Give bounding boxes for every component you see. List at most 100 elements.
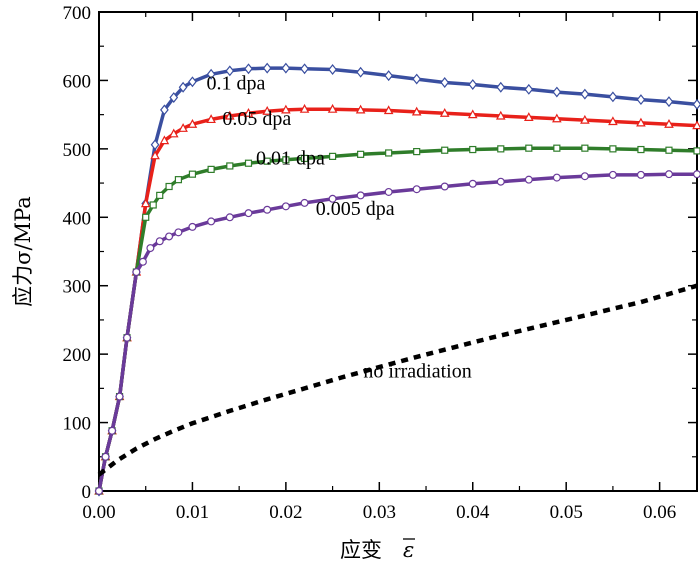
data-point-0-05-dpa <box>168 128 179 138</box>
data-point-0-01-dpa <box>149 201 157 209</box>
data-point-0-01-dpa <box>226 162 234 170</box>
series-0-01-dpa <box>95 144 700 495</box>
series-0-005-dpa <box>94 170 700 496</box>
y-tick-label: 600 <box>63 71 92 92</box>
data-point-0-005-dpa <box>101 452 110 461</box>
series-label-0-05-dpa: 0.05 dpa <box>222 108 291 130</box>
data-point-0-005-dpa <box>94 487 103 496</box>
data-point-0-01-dpa <box>263 157 271 165</box>
data-point-0-005-dpa <box>207 217 216 226</box>
data-point-0-05-dpa <box>664 118 674 128</box>
data-point-0-1-dpa <box>552 86 562 98</box>
series-line-0-1-dpa <box>97 66 698 492</box>
data-point-0-01-dpa <box>165 182 173 191</box>
data-point-0-01-dpa <box>282 156 290 164</box>
data-point-0-01-dpa <box>174 176 183 184</box>
data-point-0-05-dpa <box>495 110 506 120</box>
data-point-0-1-dpa <box>188 76 197 88</box>
data-point-0-01-dpa <box>609 145 617 153</box>
data-point-0-01-dpa <box>441 146 449 154</box>
data-point-0-005-dpa <box>440 182 449 191</box>
data-point-0-01-dpa <box>300 154 309 163</box>
y-tick-label: 400 <box>63 208 92 229</box>
data-point-0-05-dpa <box>524 112 534 121</box>
x-tick-label: 0.04 <box>456 502 490 523</box>
data-point-0-05-dpa <box>187 118 198 128</box>
data-point-0-01-dpa <box>525 144 533 152</box>
data-point-0-05-dpa <box>299 103 310 113</box>
data-point-0-1-dpa <box>692 98 700 110</box>
data-point-0-01-dpa <box>581 144 589 152</box>
data-point-0-1-dpa <box>178 81 188 93</box>
x-axis-title: 应变 ε <box>340 538 415 562</box>
series-label-no-irradiation: no irradiation <box>363 360 471 382</box>
data-point-0-01-dpa <box>357 150 365 158</box>
data-point-0-005-dpa <box>115 392 124 401</box>
series-no-irradiation <box>97 283 698 477</box>
data-point-0-01-dpa <box>497 145 505 153</box>
data-point-0-01-dpa <box>665 146 673 154</box>
data-point-0-01-dpa <box>693 147 700 155</box>
x-axis-title-symbol: ε <box>403 538 414 562</box>
data-point-0-005-dpa <box>138 257 147 266</box>
data-point-0-1-dpa <box>281 62 291 74</box>
series-labels: 0.1 dpa 0.05 dpa 0.01 dpa 0.005 dpa no irrad… <box>206 72 471 382</box>
data-point-0-1-dpa <box>206 68 216 80</box>
x-tick-label: 0.06 <box>643 502 676 523</box>
data-point-0-05-dpa <box>327 103 338 113</box>
series-layer <box>94 62 700 497</box>
x-tick-label: 0.00 <box>82 502 115 523</box>
data-point-0-005-dpa <box>188 222 197 231</box>
data-point-0-05-dpa <box>140 198 151 208</box>
data-point-0-005-dpa <box>263 205 272 214</box>
data-point-0-1-dpa <box>524 83 534 95</box>
data-point-0-005-dpa <box>328 194 337 203</box>
x-tick-label: 0.02 <box>269 502 302 523</box>
data-point-0-005-dpa <box>608 170 617 179</box>
y-tick-label: 200 <box>63 345 92 366</box>
data-point-0-005-dpa <box>384 187 393 196</box>
data-point-0-1-dpa <box>608 91 618 103</box>
series-0-05-dpa <box>94 103 700 495</box>
data-point-0-1-dpa <box>262 62 272 74</box>
data-point-0-1-dpa <box>468 79 478 90</box>
data-point-0-05-dpa <box>281 104 291 114</box>
data-point-0-05-dpa <box>243 108 254 117</box>
data-point-0-1-dpa <box>160 104 169 116</box>
data-point-0-01-dpa <box>156 191 164 199</box>
data-point-0-1-dpa <box>356 66 365 78</box>
data-point-0-05-dpa <box>552 113 562 123</box>
data-point-0-01-dpa <box>142 213 150 221</box>
data-point-0-005-dpa <box>664 170 673 179</box>
data-point-0-05-dpa <box>580 114 590 124</box>
data-point-0-005-dpa <box>155 237 164 246</box>
data-point-0-01-dpa <box>328 152 337 160</box>
data-point-0-1-dpa <box>169 92 179 103</box>
data-point-0-05-dpa <box>636 117 646 127</box>
data-point-0-05-dpa <box>262 105 272 115</box>
data-point-0-005-dpa <box>580 172 589 181</box>
axis-tick-labels: 0.00 0.01 0.02 0.03 0.04 0.05 0.06 0 100 200 300 40… <box>63 3 677 523</box>
data-point-0-005-dpa <box>132 268 141 277</box>
data-point-0-005-dpa <box>552 173 561 182</box>
data-point-0-005-dpa <box>174 228 183 237</box>
data-point-0-05-dpa <box>225 110 235 120</box>
data-point-0-005-dpa <box>165 232 174 241</box>
y-axis-title: 应力σ/MPa <box>11 196 35 307</box>
data-point-0-05-dpa <box>608 116 618 126</box>
data-point-0-05-dpa <box>692 120 700 130</box>
y-tick-label: 700 <box>63 3 92 24</box>
data-point-0-1-dpa <box>300 63 309 75</box>
data-point-0-005-dpa <box>244 209 253 218</box>
data-point-0-005-dpa <box>123 333 132 342</box>
data-point-0-1-dpa <box>580 88 590 100</box>
series-line-0-01-dpa <box>97 146 698 492</box>
series-label-0-1-dpa: 0.1 dpa <box>206 72 265 94</box>
y-tick-label: 300 <box>63 277 92 298</box>
data-point-0-1-dpa <box>384 70 394 82</box>
data-point-0-005-dpa <box>356 191 365 200</box>
data-point-0-01-dpa <box>207 165 215 173</box>
data-point-0-01-dpa <box>553 144 561 152</box>
x-tick-label: 0.03 <box>363 502 396 523</box>
